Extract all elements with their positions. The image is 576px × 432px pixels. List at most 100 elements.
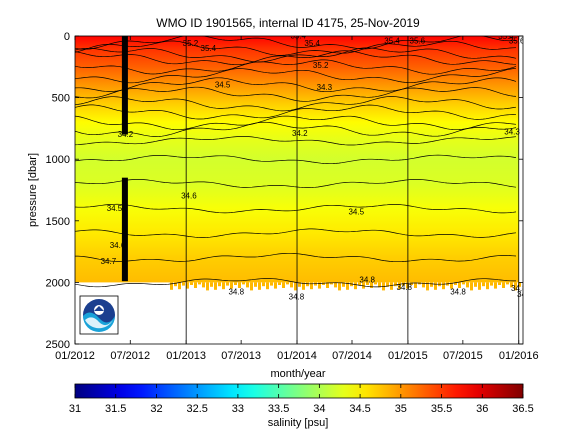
contour-label: 34.2 [292, 129, 308, 138]
data-edge-segment [354, 282, 357, 290]
data-edge-segment [454, 282, 457, 285]
contour-line [75, 59, 517, 75]
contour-label: 35.4 [304, 39, 320, 48]
dense-band-upper [121, 36, 128, 135]
data-edge-segment [442, 282, 445, 290]
data-edge-segment [498, 282, 501, 285]
data-edge-segment [358, 282, 361, 286]
contour-label: 34.8 [228, 288, 244, 297]
data-edge-segment [342, 282, 345, 287]
colorbar-tick-label: 34 [313, 403, 325, 415]
data-edge-segment [286, 282, 289, 285]
contour-label: 34 [517, 290, 526, 299]
data-edge-segment [422, 282, 425, 288]
data-edge-segment [430, 282, 433, 287]
data-edge-segment [210, 282, 213, 287]
data-edge-segment [170, 282, 173, 290]
data-edge-segment [290, 282, 293, 288]
data-edge-segment [282, 282, 285, 288]
data-edge-segment [258, 282, 261, 290]
data-edge-segment [202, 282, 205, 288]
contour-line [75, 228, 517, 238]
data-edge-segment [326, 282, 329, 288]
data-edge-segment [306, 282, 309, 287]
data-edge-segment [246, 282, 249, 288]
data-edge-segment [490, 282, 493, 286]
contour-label: 34.6 [181, 192, 197, 201]
x-tick-label: 07/2015 [443, 350, 483, 362]
y-axis-ticks: 0 500 1000 1500 2000 2500 [46, 31, 523, 351]
contour-label: 35.4 [290, 31, 306, 40]
noaa-logo [79, 295, 119, 335]
data-edge-segment [238, 282, 241, 288]
contour-line [75, 96, 517, 112]
data-edge-segment [274, 282, 277, 289]
data-edge-segment [254, 282, 257, 287]
data-edge-segment [182, 282, 185, 286]
x-tick-label: 01/2014 [277, 350, 317, 362]
year-marker-lines [185, 36, 520, 344]
data-edge-segment [466, 282, 469, 288]
colorbar-label: salinity [psu] [268, 417, 329, 429]
chart-title: WMO ID 1901565, internal ID 4175, 25-Nov… [156, 16, 420, 30]
data-edge-segment [474, 282, 477, 287]
colorbar-tick-label: 36.5 [512, 403, 533, 415]
data-edge-segment [366, 282, 369, 285]
contour-label: 35.2 [313, 61, 329, 70]
data-edge-segment [322, 282, 325, 285]
x-tick-label: 01/2013 [166, 350, 206, 362]
contour-label: 34.3 [504, 128, 520, 137]
contour-label: 35.4 [498, 32, 514, 41]
contour-label: 34.8 [359, 275, 375, 284]
contour-line [75, 154, 517, 165]
y-tick-label: 0 [64, 31, 70, 43]
data-bottom-edge [170, 282, 521, 291]
contour-label: 35.6 [509, 36, 525, 45]
contour-lines [75, 36, 517, 288]
data-edge-segment [230, 282, 233, 289]
data-edge-segment [510, 282, 513, 288]
contour-label: 34.6 [110, 241, 126, 250]
data-edge-segment [362, 282, 365, 289]
data-edge-segment [190, 282, 193, 285]
data-edge-segment [386, 282, 389, 287]
data-edge-segment [234, 282, 237, 285]
data-edge-segment [174, 282, 177, 287]
contour-labels: 35.235.435.435.435.235.4 35.6 35.435.634.5… [101, 31, 527, 302]
contour-label: 35.6 [410, 36, 426, 45]
contour-label: 35.2 [183, 39, 199, 48]
colorbar-tick-label: 35 [395, 403, 407, 415]
data-edge-segment [434, 282, 437, 290]
contour-line [75, 104, 517, 120]
x-axis-ticks: 01/2012 07/2012 01/2013 07/2013 01/2014 07/20… [55, 36, 539, 362]
x-tick-label: 01/2016 [499, 350, 539, 362]
contour-line [75, 67, 517, 84]
contour-label: 35.4 [384, 36, 400, 45]
data-edge-segment [198, 282, 201, 285]
data-edge-segment [278, 282, 281, 285]
contour-label: 34.5 [215, 81, 231, 90]
data-edge-segment [346, 282, 349, 290]
data-edge-segment [398, 282, 401, 290]
data-edge-segment [206, 282, 209, 291]
x-tick-label: 01/2012 [55, 350, 95, 362]
contour-label: 34.8 [289, 293, 305, 302]
data-edge-segment [294, 282, 297, 291]
data-edge-segment [410, 282, 413, 285]
data-edge-segment [302, 282, 305, 290]
contour-label: 34.3 [317, 83, 333, 92]
data-edge-segment [458, 282, 461, 288]
contour-label: 34.8 [511, 284, 527, 293]
data-edge-segment [330, 282, 333, 285]
x-tick-label: 07/2014 [332, 350, 372, 362]
data-edge-segment [518, 282, 521, 287]
data-edge-segment [266, 282, 269, 290]
data-edge-segment [310, 282, 313, 290]
colorbar-ticks: 31 31.5 32 32.5 33 33.5 34 34.5 35 35.5 36 36.5 [69, 384, 534, 415]
x-tick-label: 07/2012 [110, 350, 150, 362]
contour-line [75, 203, 517, 214]
data-edge-segment [478, 282, 481, 290]
contour-label: 34.5 [348, 208, 364, 217]
data-edge-segment [486, 282, 489, 290]
plot-frame [74, 35, 524, 345]
